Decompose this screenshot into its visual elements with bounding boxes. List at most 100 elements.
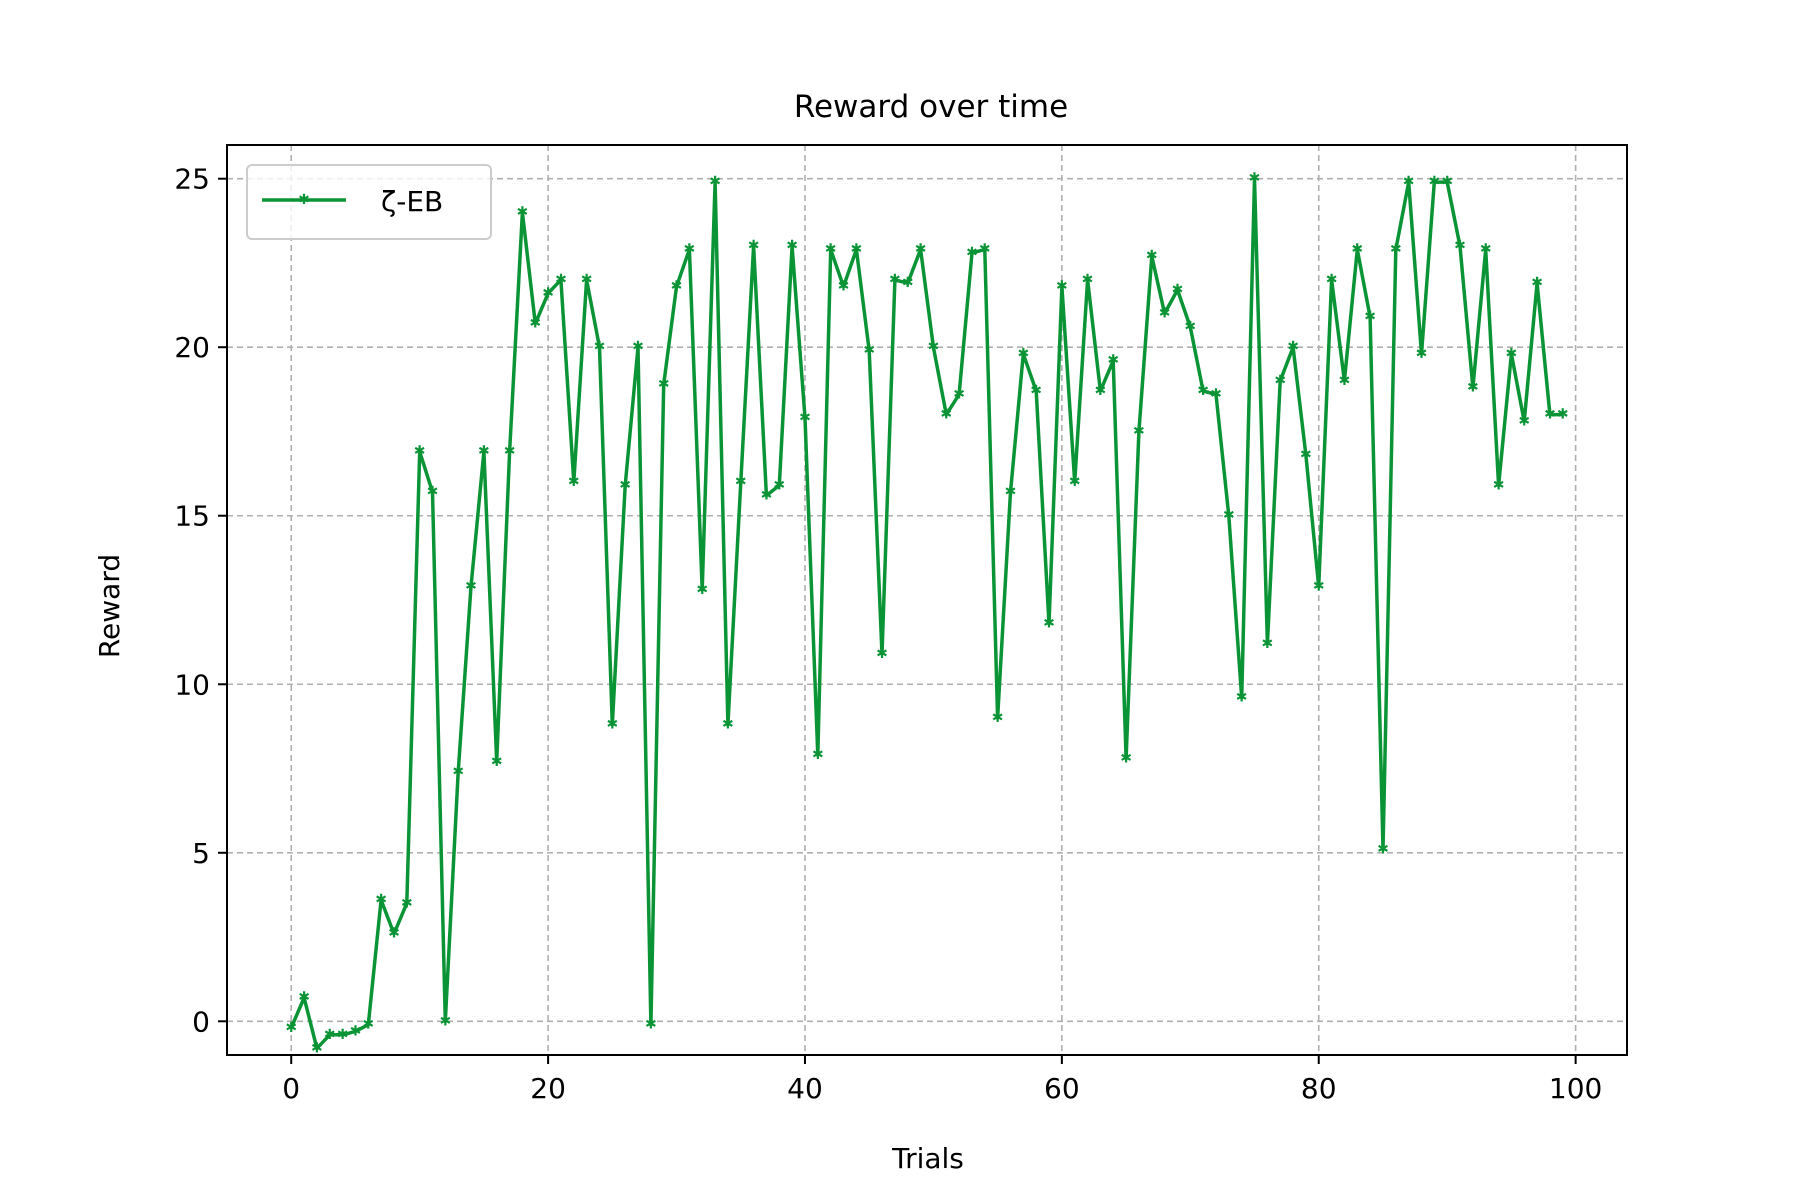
data-point: ✱ xyxy=(979,241,991,257)
data-point: ✱ xyxy=(1223,508,1235,524)
data-point: ✱ xyxy=(529,316,541,332)
data-point: ✱ xyxy=(1351,241,1363,257)
series-line xyxy=(289,176,1563,1051)
data-point: ✱ xyxy=(928,339,940,355)
data-point: ✱ xyxy=(696,582,708,598)
data-point: ✱ xyxy=(940,407,952,423)
data-point: ✱ xyxy=(735,474,747,490)
data-point: ✱ xyxy=(876,646,888,662)
y-tick-label: 25 xyxy=(174,163,210,196)
data-point: ✱ xyxy=(1287,339,1299,355)
data-point: ✱ xyxy=(1300,447,1312,463)
data-point: ✱ xyxy=(1005,484,1017,500)
data-point: ✱ xyxy=(863,343,875,359)
data-point: ✱ xyxy=(889,272,901,288)
y-tick-label: 15 xyxy=(174,500,210,533)
data-point: ✱ xyxy=(1120,750,1132,766)
data-point: ✱ xyxy=(1249,171,1261,187)
data-point: ✱ xyxy=(1403,174,1415,190)
data-point: ✱ xyxy=(594,339,606,355)
x-tick-label: 100 xyxy=(1549,1072,1602,1105)
data-point: ✱ xyxy=(645,1017,657,1033)
data-point: ✱ xyxy=(1184,319,1196,335)
data-point: ✱ xyxy=(953,386,965,402)
x-tick-label: 80 xyxy=(1301,1072,1337,1105)
data-point: ✱ xyxy=(427,484,439,500)
data-point: ✱ xyxy=(1197,383,1209,399)
y-axis-label: Reward xyxy=(93,554,126,658)
data-point: ✱ xyxy=(1518,413,1530,429)
data-point: ✱ xyxy=(799,410,811,426)
data-point: ✱ xyxy=(1043,616,1055,632)
data-point: ✱ xyxy=(465,579,477,595)
series-layer: ✱ ✱ ✱ ✱ ✱ ✱ ✱ ✱ ✱ ✱ ✱ ✱ ✱ ✱ ✱ ✱ ✱ ✱ ✱ ✱ ✱ ✱ ✱ ✱ ✱ ✱ ✱ ✱ ✱ ✱ ✱ ✱ ✱ ✱ ✱ ✱ ✱ ✱ ✱ ✱… xyxy=(285,171,1568,1057)
x-tick-label: 20 xyxy=(530,1072,566,1105)
data-point: ✱ xyxy=(581,272,593,288)
data-point: ✱ xyxy=(401,895,413,911)
data-point: ✱ xyxy=(298,990,310,1006)
data-point: ✱ xyxy=(812,747,824,763)
data-point: ✱ xyxy=(1441,174,1453,190)
data-point: ✱ xyxy=(1326,272,1338,288)
data-point: ✱ xyxy=(555,272,567,288)
data-point: ✱ xyxy=(1454,238,1466,254)
data-point: ✱ xyxy=(606,717,618,733)
data-point: ✱ xyxy=(504,444,516,460)
legend-marker-star: ✱ xyxy=(298,192,310,208)
data-point: ✱ xyxy=(375,892,387,908)
data-point: ✱ xyxy=(1544,407,1556,423)
data-point: ✱ xyxy=(1133,423,1145,439)
data-point: ✱ xyxy=(1236,690,1248,706)
data-point: ✱ xyxy=(1390,241,1402,257)
data-point: ✱ xyxy=(337,1027,349,1043)
x-tick-label: 0 xyxy=(282,1072,300,1105)
data-point: ✱ xyxy=(786,238,798,254)
plot-frame xyxy=(226,144,1628,1056)
data-point: ✱ xyxy=(684,241,696,257)
data-point: ✱ xyxy=(1159,306,1171,322)
data-point: ✱ xyxy=(773,477,785,493)
y-tick-label: 0 xyxy=(192,1005,210,1038)
data-point: ✱ xyxy=(1210,386,1222,402)
y-tick-label: 20 xyxy=(174,331,210,364)
x-axis-label: Trials xyxy=(891,1142,964,1175)
data-point: ✱ xyxy=(491,754,503,770)
data-point: ✱ xyxy=(1506,346,1518,362)
data-point: ✱ xyxy=(966,245,978,261)
data-point: ✱ xyxy=(722,717,734,733)
data-point: ✱ xyxy=(838,279,850,295)
x-axis: 0 20 40 60 80 100 xyxy=(282,1055,1602,1105)
data-point: ✱ xyxy=(439,1013,451,1029)
data-point: ✱ xyxy=(1017,346,1029,362)
legend-label: ζ-EB xyxy=(381,185,443,218)
data-point: ✱ xyxy=(658,376,670,392)
data-point: ✱ xyxy=(748,238,760,254)
data-point: ✱ xyxy=(414,444,426,460)
data-point: ✱ xyxy=(709,174,721,190)
data-point: ✱ xyxy=(324,1027,336,1043)
data-point: ✱ xyxy=(1107,353,1119,369)
data-point: ✱ xyxy=(1095,383,1107,399)
legend: ✱ ζ-EB xyxy=(246,164,492,240)
x-tick-label: 60 xyxy=(1044,1072,1080,1105)
data-point: ✱ xyxy=(1313,579,1325,595)
data-point: ✱ xyxy=(1030,383,1042,399)
data-point: ✱ xyxy=(632,339,644,355)
data-point: ✱ xyxy=(850,241,862,257)
data-point: ✱ xyxy=(517,204,529,220)
data-point: ✱ xyxy=(362,1017,374,1033)
legend-box xyxy=(246,164,492,240)
data-point: ✱ xyxy=(388,926,400,942)
data-point: ✱ xyxy=(1557,407,1569,423)
data-point: ✱ xyxy=(1377,841,1389,857)
data-point: ✱ xyxy=(478,444,490,460)
data-point: ✱ xyxy=(1467,380,1479,396)
data-point: ✱ xyxy=(1364,309,1376,325)
data-point: ✱ xyxy=(1261,636,1273,652)
data-point: ✱ xyxy=(350,1023,362,1039)
data-point: ✱ xyxy=(1531,275,1543,291)
data-point: ✱ xyxy=(1480,241,1492,257)
data-point: ✱ xyxy=(902,275,914,291)
x-tick-label: 40 xyxy=(787,1072,823,1105)
